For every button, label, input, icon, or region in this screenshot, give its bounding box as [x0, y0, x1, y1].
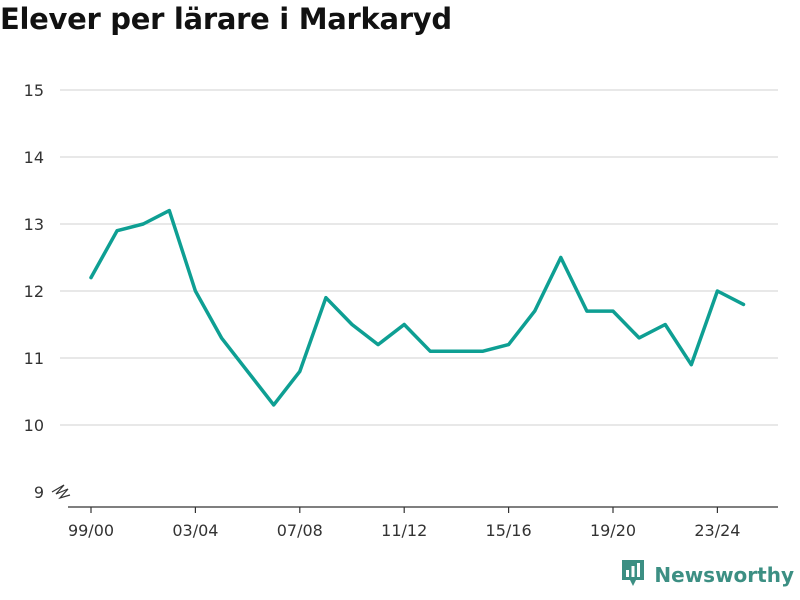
y-tick-label: 14 — [24, 148, 44, 167]
data-point — [585, 309, 589, 313]
brand: Newsworthy — [620, 558, 794, 592]
data-point — [715, 289, 719, 293]
y-tick-label: 15 — [24, 81, 44, 100]
data-point — [324, 296, 328, 300]
brand-name: Newsworthy — [654, 563, 794, 587]
data-point — [481, 349, 484, 353]
y-tick-label: 9 — [34, 483, 44, 502]
x-tick-label: 99/00 — [68, 521, 114, 540]
data-point — [246, 369, 250, 373]
data-point — [272, 403, 276, 407]
data-point — [428, 349, 432, 353]
data-point — [663, 323, 667, 326]
data-point — [454, 349, 458, 353]
data-point — [376, 343, 380, 347]
y-tick-label: 10 — [24, 416, 44, 435]
x-tick-label: 23/24 — [694, 521, 740, 540]
data-point — [89, 276, 93, 280]
data-point — [141, 222, 145, 226]
chart-title: Elever per lärare i Markaryd — [0, 2, 452, 36]
y-tick-label: 12 — [24, 282, 44, 301]
y-tick-label: 13 — [24, 215, 44, 234]
data-point — [350, 323, 354, 326]
series-line — [89, 208, 746, 407]
data-series — [89, 208, 746, 407]
x-tick-label: 11/12 — [381, 521, 427, 540]
axis-break-icon — [51, 484, 71, 500]
data-point — [611, 309, 615, 313]
data-point — [220, 336, 223, 340]
x-tick-label: 15/16 — [486, 521, 532, 540]
x-tick-label: 03/04 — [172, 521, 218, 540]
data-point — [115, 229, 119, 233]
y-axis-ticks: 9 10 11 12 13 14 15 — [24, 81, 44, 502]
data-point — [402, 323, 406, 326]
gridlines — [60, 89, 778, 426]
data-point — [167, 209, 171, 213]
x-tick-label: 19/20 — [590, 521, 636, 540]
data-point — [298, 369, 302, 373]
data-point — [559, 256, 563, 259]
x-axis: 99/00 03/04 07/08 11/12 15/16 19/20 23/24 — [68, 506, 778, 540]
data-point — [507, 343, 511, 347]
x-tick-label: 07/08 — [277, 521, 323, 540]
y-tick-label: 11 — [24, 349, 44, 368]
data-point — [689, 363, 693, 367]
data-point — [193, 289, 197, 293]
data-point — [533, 309, 537, 313]
newsworthy-logo-icon — [620, 558, 646, 592]
data-point — [742, 302, 745, 306]
data-point — [637, 336, 641, 340]
